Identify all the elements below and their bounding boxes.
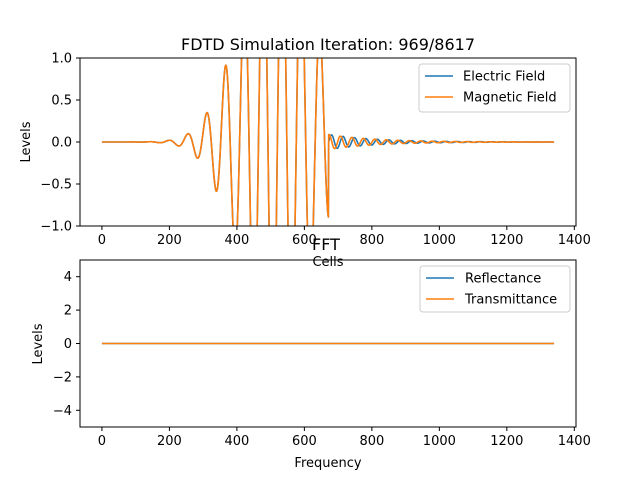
legend-magnetic-field-label: Magnetic Field xyxy=(463,91,557,106)
y-tick-label: 0 xyxy=(64,337,72,352)
x-tick-label: 400 xyxy=(224,233,249,248)
x-tick-label: 400 xyxy=(224,434,249,449)
x-tick-label: 0 xyxy=(98,434,106,449)
field-plot-ylabel: Levels xyxy=(19,121,34,162)
y-tick-label: −4 xyxy=(53,404,72,419)
y-tick-label: 4 xyxy=(64,270,72,285)
field-plot-lines xyxy=(101,58,555,226)
x-tick-label: 800 xyxy=(359,434,384,449)
fft-plot-title: FFT xyxy=(312,235,340,254)
legend-reflectance-label: Reflectance xyxy=(465,272,541,287)
y-tick-label: −2 xyxy=(53,370,72,385)
legend-transmittance-label: Transmittance xyxy=(464,293,557,308)
field-plot-frame xyxy=(79,57,577,227)
field-plot-legend-box xyxy=(418,63,571,113)
x-tick-label: 1400 xyxy=(558,233,591,248)
x-tick-label: 1200 xyxy=(490,434,523,449)
fft-plot-ylabel: Levels xyxy=(31,323,46,364)
fft-plot: FFT 0 200 400 600 800 1000 1200 1400 −4 −2 0 2 4 Lev… xyxy=(31,235,591,471)
x-tick-label: 1400 xyxy=(558,434,591,449)
x-tick-label: 1200 xyxy=(490,233,523,248)
y-tick-label: −0.5 xyxy=(40,178,72,193)
fft-plot-frame xyxy=(79,259,577,428)
x-tick-label: 200 xyxy=(157,434,182,449)
field-plot-ticks: 0 200 400 600 800 1000 1200 1400 −1.0 −0.5 0.0 0.5 1… xyxy=(40,52,590,249)
y-tick-label: 2 xyxy=(64,304,72,319)
field-plot-xlabel: Cells xyxy=(312,255,343,270)
y-tick-label: 0.0 xyxy=(51,136,72,151)
y-tick-label: −1.0 xyxy=(40,220,72,235)
field-plot-title: FDTD Simulation Iteration: 969/8617 xyxy=(181,35,475,54)
fft-plot-xlabel: Frequency xyxy=(294,456,361,471)
x-tick-label: 800 xyxy=(359,233,384,248)
field-plot-legend: Electric Field Magnetic Field xyxy=(418,63,571,113)
fft-plot-legend: Reflectance Transmittance xyxy=(419,265,571,313)
legend-electric-field-label: Electric Field xyxy=(463,70,545,85)
x-tick-label: 1000 xyxy=(423,434,456,449)
x-tick-label: 600 xyxy=(292,434,317,449)
x-tick-label: 600 xyxy=(292,233,317,248)
fft-plot-ticks: 0 200 400 600 800 1000 1200 1400 −4 −2 0 2 4 xyxy=(53,270,591,449)
field-plot: FDTD Simulation Iteration: 969/8617 0 200… xyxy=(19,35,591,270)
fft-plot-legend-box xyxy=(419,265,571,313)
x-tick-label: 1000 xyxy=(423,233,456,248)
x-tick-label: 0 xyxy=(98,233,106,248)
x-tick-label: 200 xyxy=(157,233,182,248)
series-line-magnetic-field xyxy=(101,58,555,226)
y-tick-label: 0.5 xyxy=(51,94,72,109)
y-tick-label: 1.0 xyxy=(51,52,72,67)
